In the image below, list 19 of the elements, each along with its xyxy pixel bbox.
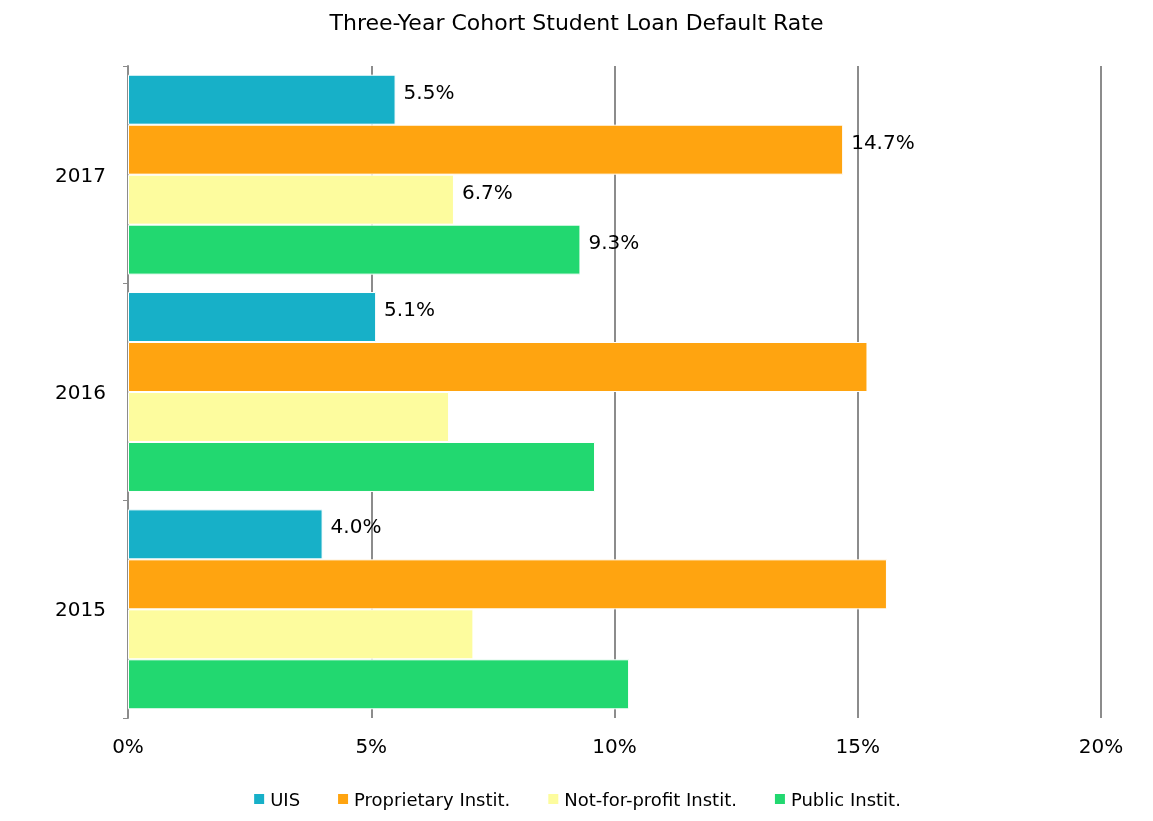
- x-tick-label: 15%: [835, 734, 880, 758]
- y-tick-label: 2017: [55, 162, 106, 187]
- legend-label: Proprietary Instit.: [354, 788, 511, 810]
- y-tick-label: 2016: [55, 380, 106, 404]
- x-tick-label: 20%: [1078, 734, 1124, 758]
- x-tick-label: 5%: [355, 734, 388, 758]
- data-label: 4.0%: [330, 514, 382, 539]
- x-tick-label: 0%: [112, 734, 144, 758]
- legend-label: Not-for-profit Instit.: [564, 788, 737, 810]
- chart-title: Three-Year Cohort Student Loan Default Rate: [328, 9, 824, 35]
- data-label: 5.1%: [384, 297, 435, 322]
- data-label: 5.5%: [403, 79, 455, 104]
- y-tick-label: 2015: [55, 597, 106, 622]
- legend-label: Public Instit.: [790, 788, 901, 810]
- data-label: 6.7%: [461, 179, 513, 204]
- x-tick-label: 10%: [592, 734, 637, 758]
- data-label: 9.3%: [588, 229, 640, 254]
- legend-label: UIS: [270, 788, 301, 810]
- data-label: 14.7%: [851, 129, 915, 154]
